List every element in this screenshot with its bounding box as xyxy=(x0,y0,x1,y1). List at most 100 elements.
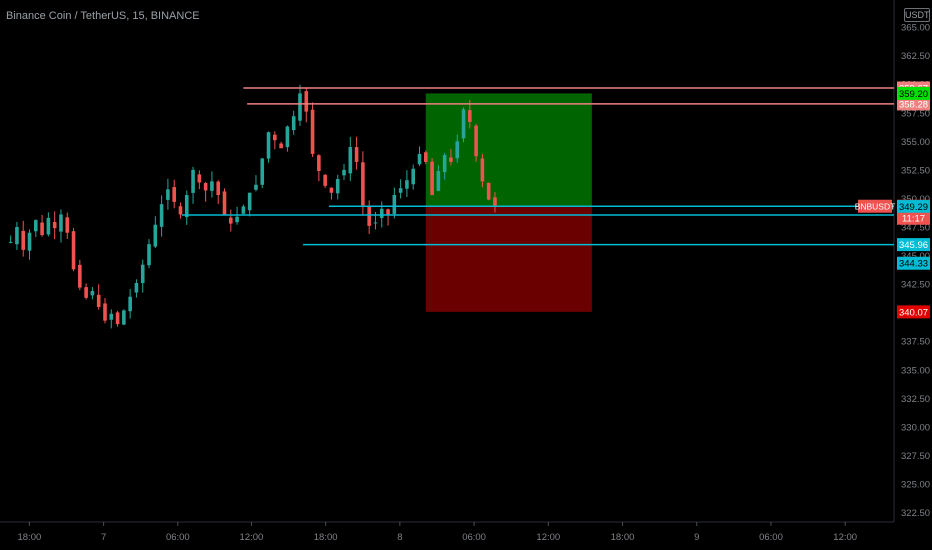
candle-body[interactable] xyxy=(128,296,132,312)
candle-body[interactable] xyxy=(241,206,246,214)
candle-body[interactable] xyxy=(373,222,378,224)
candle-body[interactable] xyxy=(486,182,491,200)
stop-price-label-bg xyxy=(897,305,930,319)
candle-body[interactable] xyxy=(203,183,208,191)
candle-body[interactable] xyxy=(71,231,76,270)
candle-body[interactable] xyxy=(27,232,32,251)
price-tick-label: 335.00 xyxy=(901,365,930,376)
candle-body[interactable] xyxy=(78,264,82,288)
candle-body[interactable] xyxy=(65,217,70,233)
candle-body[interactable] xyxy=(392,195,397,214)
candle-body[interactable] xyxy=(423,152,428,162)
level-label-bg xyxy=(897,238,930,252)
candle-body[interactable] xyxy=(122,310,126,325)
candle-body[interactable] xyxy=(310,109,315,154)
candle-body[interactable] xyxy=(172,187,176,202)
candle-body[interactable] xyxy=(436,171,441,191)
candle-body[interactable] xyxy=(254,184,258,190)
profit-zone[interactable] xyxy=(425,93,592,207)
candle-body[interactable] xyxy=(109,313,114,320)
candle-body[interactable] xyxy=(342,169,346,176)
candle-body[interactable] xyxy=(430,161,434,196)
price-tick-label: 362.50 xyxy=(901,51,930,62)
candle-body[interactable] xyxy=(279,143,283,149)
price-tick-label: 352.50 xyxy=(901,165,930,176)
candle-body[interactable] xyxy=(449,157,453,162)
candle-body[interactable] xyxy=(493,197,497,207)
candle-body[interactable] xyxy=(153,224,158,247)
candle-body[interactable] xyxy=(461,109,466,139)
candle-body[interactable] xyxy=(59,214,63,232)
currency-unit-badge[interactable]: USDT xyxy=(904,8,930,22)
candle-body[interactable] xyxy=(417,153,422,165)
candle-body[interactable] xyxy=(285,126,290,148)
time-tick-label: 12:00 xyxy=(240,532,264,543)
candle-body[interactable] xyxy=(34,220,38,232)
candle-body[interactable] xyxy=(247,192,252,211)
stop-price-label: 340.07 xyxy=(899,307,928,318)
candle-body[interactable] xyxy=(298,93,302,121)
entry-price-label-bg xyxy=(897,200,930,214)
candle-body[interactable] xyxy=(405,180,409,189)
candle-body[interactable] xyxy=(15,227,19,245)
candle-body[interactable] xyxy=(115,312,120,325)
loss-zone[interactable] xyxy=(425,206,592,312)
candle-body[interactable] xyxy=(8,241,13,243)
candle-body[interactable] xyxy=(474,125,478,157)
candle-body[interactable] xyxy=(166,189,170,200)
candle-body[interactable] xyxy=(304,91,309,112)
candle-body[interactable] xyxy=(367,206,371,226)
candle-body[interactable] xyxy=(442,155,447,173)
candle-body[interactable] xyxy=(348,147,353,174)
candle-body[interactable] xyxy=(90,290,95,296)
candle-body[interactable] xyxy=(235,216,239,223)
candle-body[interactable] xyxy=(184,195,189,218)
time-tick-label: 18:00 xyxy=(17,532,41,543)
candle-body[interactable] xyxy=(96,294,101,307)
candle-body[interactable] xyxy=(103,303,107,321)
candle-body[interactable] xyxy=(468,110,472,122)
candle-body[interactable] xyxy=(216,181,221,196)
candle-body[interactable] xyxy=(147,244,151,266)
candle-body[interactable] xyxy=(21,230,26,250)
candle-body[interactable] xyxy=(260,158,265,185)
time-tick-label: 7 xyxy=(101,532,106,543)
candle-body[interactable] xyxy=(361,162,365,206)
candle-body[interactable] xyxy=(191,169,195,193)
candle-body[interactable] xyxy=(84,287,88,298)
candle-body[interactable] xyxy=(178,206,183,215)
candle-body[interactable] xyxy=(197,174,202,183)
candle-body[interactable] xyxy=(222,191,227,215)
candle-body[interactable] xyxy=(140,264,145,284)
candle-body[interactable] xyxy=(455,141,460,159)
price-tick-label: 330.00 xyxy=(901,422,930,433)
candle-body[interactable] xyxy=(354,147,359,162)
candle-body[interactable] xyxy=(317,155,321,172)
candle-body[interactable] xyxy=(52,221,57,229)
candle-body[interactable] xyxy=(480,158,485,182)
candle-body[interactable] xyxy=(46,217,51,235)
candle-body[interactable] xyxy=(379,208,384,218)
lower-price-label-bg xyxy=(897,256,930,270)
candle-body[interactable] xyxy=(411,168,416,185)
candle-body[interactable] xyxy=(291,116,296,131)
candle-body[interactable] xyxy=(210,181,214,191)
candle-body[interactable] xyxy=(40,222,44,236)
candle-body[interactable] xyxy=(398,188,403,193)
candle-body[interactable] xyxy=(386,209,390,215)
price-tick-label: 322.50 xyxy=(901,508,930,519)
candle-body[interactable] xyxy=(335,179,340,194)
candle-body[interactable] xyxy=(134,282,139,293)
time-tick-label: 8 xyxy=(397,532,402,543)
price-tick-label: 357.50 xyxy=(901,108,930,119)
candle-body[interactable] xyxy=(228,217,233,224)
candle-body[interactable] xyxy=(329,187,334,193)
candle-body[interactable] xyxy=(273,134,277,141)
candle-body[interactable] xyxy=(159,204,164,227)
level-label-bg xyxy=(897,97,930,111)
lower-price-label: 344.33 xyxy=(899,259,928,270)
candle-body[interactable] xyxy=(266,132,271,159)
candle-body[interactable] xyxy=(323,174,327,186)
